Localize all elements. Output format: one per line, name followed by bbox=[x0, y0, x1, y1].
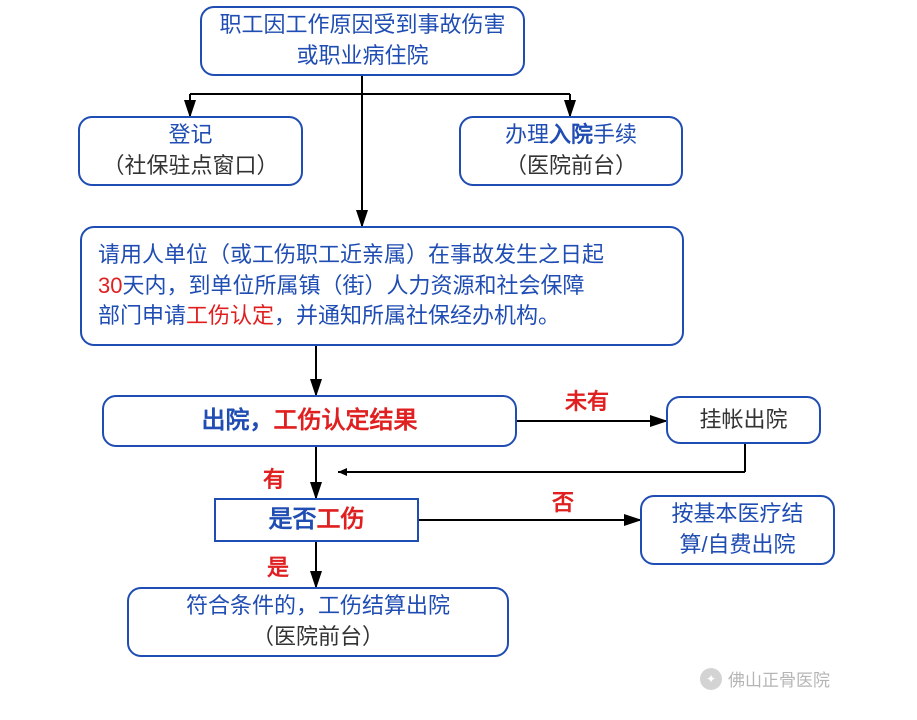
node-notice: 请用人单位（或工伤职工近亲属）在事故发生之日起 30天内，到单位所属镇（街）人力资… bbox=[80, 226, 684, 346]
edge-label-has_result: 有 bbox=[263, 462, 285, 494]
node-line: 或职业病住院 bbox=[296, 41, 428, 72]
text-segment: （医院前台） bbox=[505, 153, 637, 178]
node-pending: 挂帐出院 bbox=[666, 396, 821, 444]
node-settle_work: 符合条件的，工伤结算出院 （医院前台） bbox=[127, 587, 509, 657]
edge-label-no_result: 未有 bbox=[565, 384, 609, 416]
text-segment: 按基本医疗结 bbox=[671, 501, 803, 526]
text-segment: 算/自费出院 bbox=[679, 532, 795, 557]
node-line: 登记 bbox=[168, 120, 212, 151]
node-start: 职工因工作原因受到事故伤害或职业病住院 bbox=[200, 6, 525, 76]
edge-label-is_injury: 是 bbox=[267, 550, 289, 582]
text-segment: 或职业病住院 bbox=[296, 43, 428, 68]
node-line: 符合条件的，工伤结算出院 bbox=[186, 591, 450, 622]
text-segment: 是否 bbox=[269, 506, 317, 533]
node-line: 按基本医疗结 bbox=[671, 499, 803, 530]
node-line: 部门申请工伤认定，并通知所属社保经办机构。 bbox=[98, 301, 560, 332]
text-segment: 挂帐出院 bbox=[699, 407, 787, 432]
node-line: 请用人单位（或工伤职工近亲属）在事故发生之日起 bbox=[98, 240, 604, 271]
watermark: ✦ 佛山正骨医院 bbox=[700, 666, 830, 691]
node-settle_self: 按基本医疗结算/自费出院 bbox=[640, 495, 835, 565]
text-segment: 手续 bbox=[593, 122, 637, 147]
text-segment: 工伤 bbox=[317, 506, 365, 533]
node-line: 30天内，到单位所属镇（街）人力资源和社会保障 bbox=[98, 271, 585, 302]
text-segment: 登记 bbox=[168, 122, 212, 147]
text-segment: 工伤认定结果 bbox=[274, 407, 418, 434]
node-line: 算/自费出院 bbox=[679, 530, 795, 561]
text-segment: 入院 bbox=[549, 122, 593, 147]
node-line: （医院前台） bbox=[505, 151, 637, 182]
text-segment: （医院前台） bbox=[252, 624, 384, 649]
node-line: （社保驻点窗口） bbox=[102, 151, 278, 182]
node-line: 挂帐出院 bbox=[699, 405, 787, 436]
text-segment: 办理 bbox=[505, 122, 549, 147]
node-is_injury: 是否工伤 bbox=[214, 498, 419, 542]
text-segment: 部门申请 bbox=[98, 303, 186, 328]
node-line: 职工因工作原因受到事故伤害 bbox=[219, 10, 505, 41]
text-segment: 天内，到单位所属镇（街）人力资源和社会保障 bbox=[122, 273, 584, 298]
wechat-icon: ✦ bbox=[700, 668, 722, 690]
text-segment: 请用人单位（或工伤职工近亲属）在事故发生之日起 bbox=[98, 242, 604, 267]
text-segment: 30 bbox=[98, 273, 122, 298]
node-register: 登记 （社保驻点窗口） bbox=[78, 116, 303, 186]
text-segment: 符合条件的，工伤结算出院 bbox=[186, 593, 450, 618]
node-line: （医院前台） bbox=[252, 622, 384, 653]
text-segment: （社保驻点窗口） bbox=[102, 153, 278, 178]
node-discharge_result: 出院，工伤认定结果 bbox=[102, 395, 517, 447]
text-segment: 职工因工作原因受到事故伤害 bbox=[219, 12, 505, 37]
node-line: 是否工伤 bbox=[269, 503, 365, 537]
text-segment: 工伤认定 bbox=[186, 303, 274, 328]
text-segment: ，并通知所属社保经办机构。 bbox=[274, 303, 560, 328]
text-segment: 出院， bbox=[202, 407, 274, 434]
edge-label-not_injury: 否 bbox=[552, 485, 574, 517]
node-line: 出院，工伤认定结果 bbox=[202, 404, 418, 438]
node-line: 办理入院手续 bbox=[505, 120, 637, 151]
node-admission: 办理入院手续（医院前台） bbox=[459, 116, 683, 186]
watermark-text: 佛山正骨医院 bbox=[728, 666, 830, 691]
